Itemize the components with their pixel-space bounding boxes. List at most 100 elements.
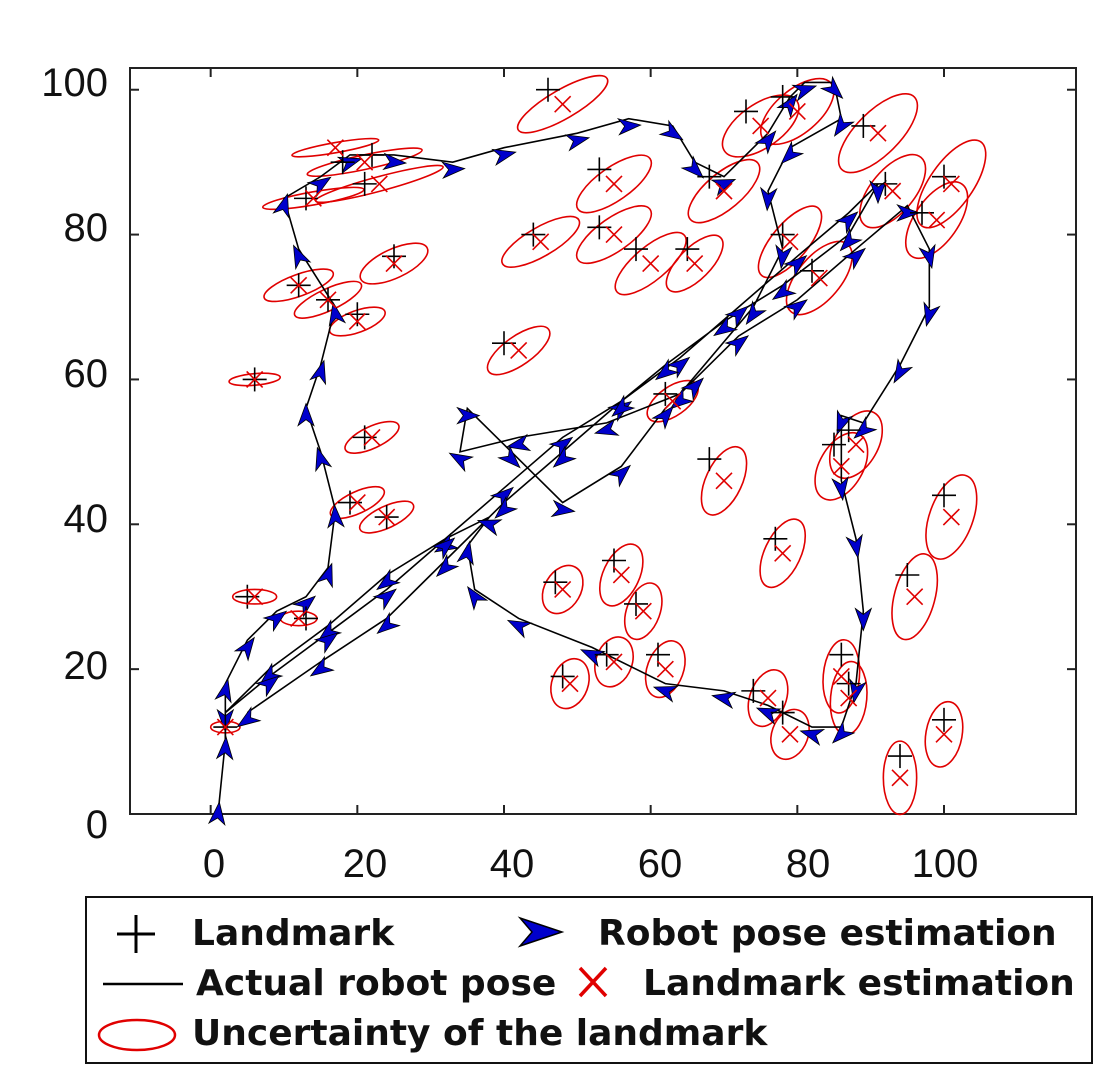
landmark-estimate-marker — [216, 718, 234, 736]
robot-pose-marker — [776, 93, 798, 119]
landmark-estimate-marker — [928, 211, 946, 229]
robot-pose-marker — [440, 161, 466, 179]
landmark-estimate-stroke — [840, 689, 858, 707]
axis-ticks — [130, 68, 1076, 815]
robot-pose-marker — [255, 675, 280, 698]
landmark-estimate-marker — [840, 689, 858, 707]
robot-pose-marker — [819, 75, 844, 99]
robot-pose-marker — [611, 394, 636, 417]
landmark-estimate-marker — [246, 588, 264, 606]
uncertainty-ellipse — [916, 139, 987, 229]
robot-pose-marker — [435, 553, 460, 578]
landmark-estimate-series — [216, 95, 960, 787]
landmark-estimate-stroke — [942, 175, 960, 193]
landmark-estimate-marker — [290, 609, 308, 628]
uncertainty-ellipse — [925, 474, 978, 560]
uncertainty-ellipse — [770, 708, 810, 761]
robot-pose-marker — [680, 155, 705, 179]
uncertainty-ellipse — [575, 154, 653, 214]
landmark-estimate-marker — [385, 254, 403, 273]
robot-pose-marker — [506, 619, 533, 639]
robot-pose-marker — [552, 445, 577, 468]
uncertainty-ellipse — [344, 420, 400, 455]
x-tick-label: 100 — [912, 842, 979, 886]
x-tick-label: 20 — [343, 842, 388, 886]
robot-pose-marker — [315, 446, 333, 473]
uncertainty-ellipse — [614, 231, 687, 296]
landmark-estimate-stroke — [774, 544, 792, 562]
landmark-estimate-marker — [686, 254, 704, 273]
landmark-estimate-marker — [781, 725, 799, 743]
robot-pose-marker — [845, 533, 863, 560]
robot-pose-marker — [372, 588, 397, 611]
landmark-estimate-marker — [612, 566, 630, 584]
landmark-estimate-stroke — [363, 428, 381, 446]
landmark-estimate-stroke — [642, 254, 660, 273]
landmark-estimate-stroke — [246, 588, 264, 606]
robot-pose-marker — [724, 305, 749, 329]
robot-pose-marker — [780, 140, 805, 165]
landmark-estimate-stroke — [752, 117, 770, 135]
robot-pose-marker — [841, 247, 867, 271]
landmark-marker — [932, 483, 956, 508]
legend-uncertainty-icon — [97, 1018, 177, 1052]
robot-pose-marker — [652, 685, 679, 703]
landmark-estimate-stroke — [884, 182, 902, 200]
robot-pose-marker — [724, 335, 750, 358]
robot-pose-marker — [833, 111, 855, 137]
landmark-marker — [536, 77, 560, 102]
landmark-estimate-stroke — [869, 124, 887, 142]
landmark-estimate-marker — [370, 175, 388, 193]
robot-pose-marker — [654, 358, 680, 381]
legend-actual-path-label: Actual robot pose — [196, 963, 556, 1004]
landmark-estimate-stroke — [378, 508, 396, 526]
landmark-estimate-marker — [304, 189, 322, 207]
robot-pose-marker — [680, 377, 705, 401]
landmark-estimate-marker — [752, 117, 770, 135]
landmark-estimate-marker — [715, 472, 733, 490]
x-tick-labels: 0 20 40 60 80 100 — [203, 842, 979, 886]
landmark-estimate-stroke — [781, 233, 799, 251]
uncertainty-ellipse — [359, 242, 429, 285]
robot-pose-marker — [448, 452, 475, 473]
landmark-estimate-marker — [326, 139, 344, 157]
landmark-estimate-marker — [942, 175, 960, 193]
robot-pose-marker — [262, 610, 288, 633]
plot-area — [129, 67, 1077, 815]
landmark-estimate-marker — [561, 675, 579, 693]
robot-pose-marker — [896, 204, 921, 222]
landmark-estimate-marker — [906, 588, 924, 606]
robot-pose-marker — [775, 244, 793, 270]
landmark-estimate-marker — [634, 602, 652, 620]
legend-robot-pose-icon — [517, 916, 565, 948]
landmark-estimate-stroke — [348, 493, 366, 512]
robot-pose-marker — [854, 607, 873, 632]
x-tick-label: 60 — [638, 842, 683, 886]
robot-pose-marker — [272, 193, 290, 219]
landmark-estimate-marker — [656, 660, 674, 678]
landmark-estimate-stroke — [686, 254, 704, 273]
robot-pose-marker — [616, 117, 642, 136]
x-tick-label: 0 — [203, 842, 225, 886]
robot-pose-marker — [564, 134, 591, 152]
robot-pose-marker — [309, 359, 327, 386]
landmark-estimate-stroke — [348, 312, 366, 331]
landmark-estimate-marker — [884, 182, 902, 200]
robot-pose-marker — [759, 186, 778, 212]
robot-pose-marker — [494, 495, 519, 519]
landmark-estimate-stroke — [290, 609, 308, 628]
landmark-estimate-marker — [554, 95, 572, 113]
robot-pose-marker — [713, 315, 739, 337]
landmark-estimate-stroke — [891, 769, 909, 787]
legend-landmark-estimate-icon — [578, 966, 608, 998]
legend-landmark-estimate-label: Landmark estimation — [643, 963, 1075, 1004]
landmark-estimate-stroke — [605, 175, 623, 193]
robot-pose-marker — [214, 678, 232, 704]
uncertainty-ellipse — [924, 700, 964, 768]
uncertainty-ellipse — [541, 564, 584, 615]
robot-pose-marker — [382, 152, 408, 171]
landmark-estimate-marker — [605, 653, 623, 671]
landmark-estimate-marker — [715, 182, 733, 200]
landmark-estimate-stroke — [942, 508, 960, 526]
